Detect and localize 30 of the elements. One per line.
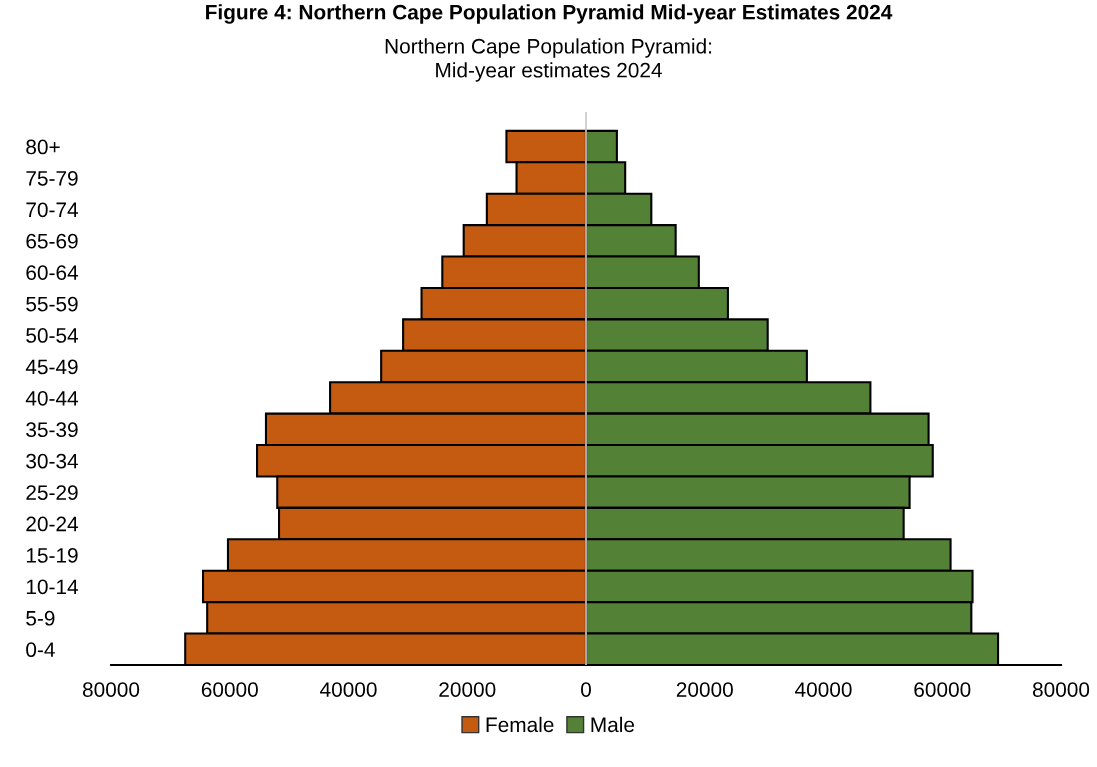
y-tick-label: 0-4 (26, 642, 55, 658)
x-tick-label: 80000 (82, 682, 140, 697)
x-tick-label: 40000 (320, 682, 377, 697)
y-tick-label: 70-74 (26, 202, 79, 218)
y-tick-label: 5-9 (26, 610, 55, 626)
y-tick-label: 20-24 (26, 516, 79, 532)
x-tick-label: 20000 (439, 682, 496, 697)
y-tick-label: 75-79 (26, 170, 78, 186)
x-tick-label: 80000 (1032, 682, 1090, 697)
caption: Figure 4: Northern Cape Population Pyramid Mid-year Estimates 2024 (206, 4, 893, 24)
y-tick-label: 80+ (26, 139, 60, 155)
y-tick-label: 40-44 (25, 390, 79, 406)
y-tick-label: 30-34 (26, 453, 79, 469)
legend-label: Female (486, 716, 554, 733)
y-tick-label: 50-54 (26, 328, 79, 343)
y-tick-label: 15-19 (26, 548, 78, 563)
x-tick-label: 40000 (795, 682, 852, 697)
y-tick-label: 55-59 (26, 296, 78, 312)
y-tick-label: 60-64 (26, 265, 79, 280)
legend-label: Male (591, 716, 635, 733)
y-tick-label: 10-14 (26, 579, 79, 595)
y-tick-label: 25-29 (26, 485, 78, 500)
chart-title: Northern Cape Population Pyramid: Mid-year estimates 2024 (385, 38, 712, 82)
x-tick-label: 60000 (201, 682, 258, 697)
x-tick-label: 0 (581, 682, 591, 697)
y-tick-label: 45-49 (25, 359, 78, 375)
y-tick-label: 35-39 (26, 422, 78, 438)
x-tick-label: 60000 (914, 682, 971, 697)
x-tick-label: 20000 (676, 682, 733, 697)
y-tick-label: 65-69 (26, 233, 78, 249)
